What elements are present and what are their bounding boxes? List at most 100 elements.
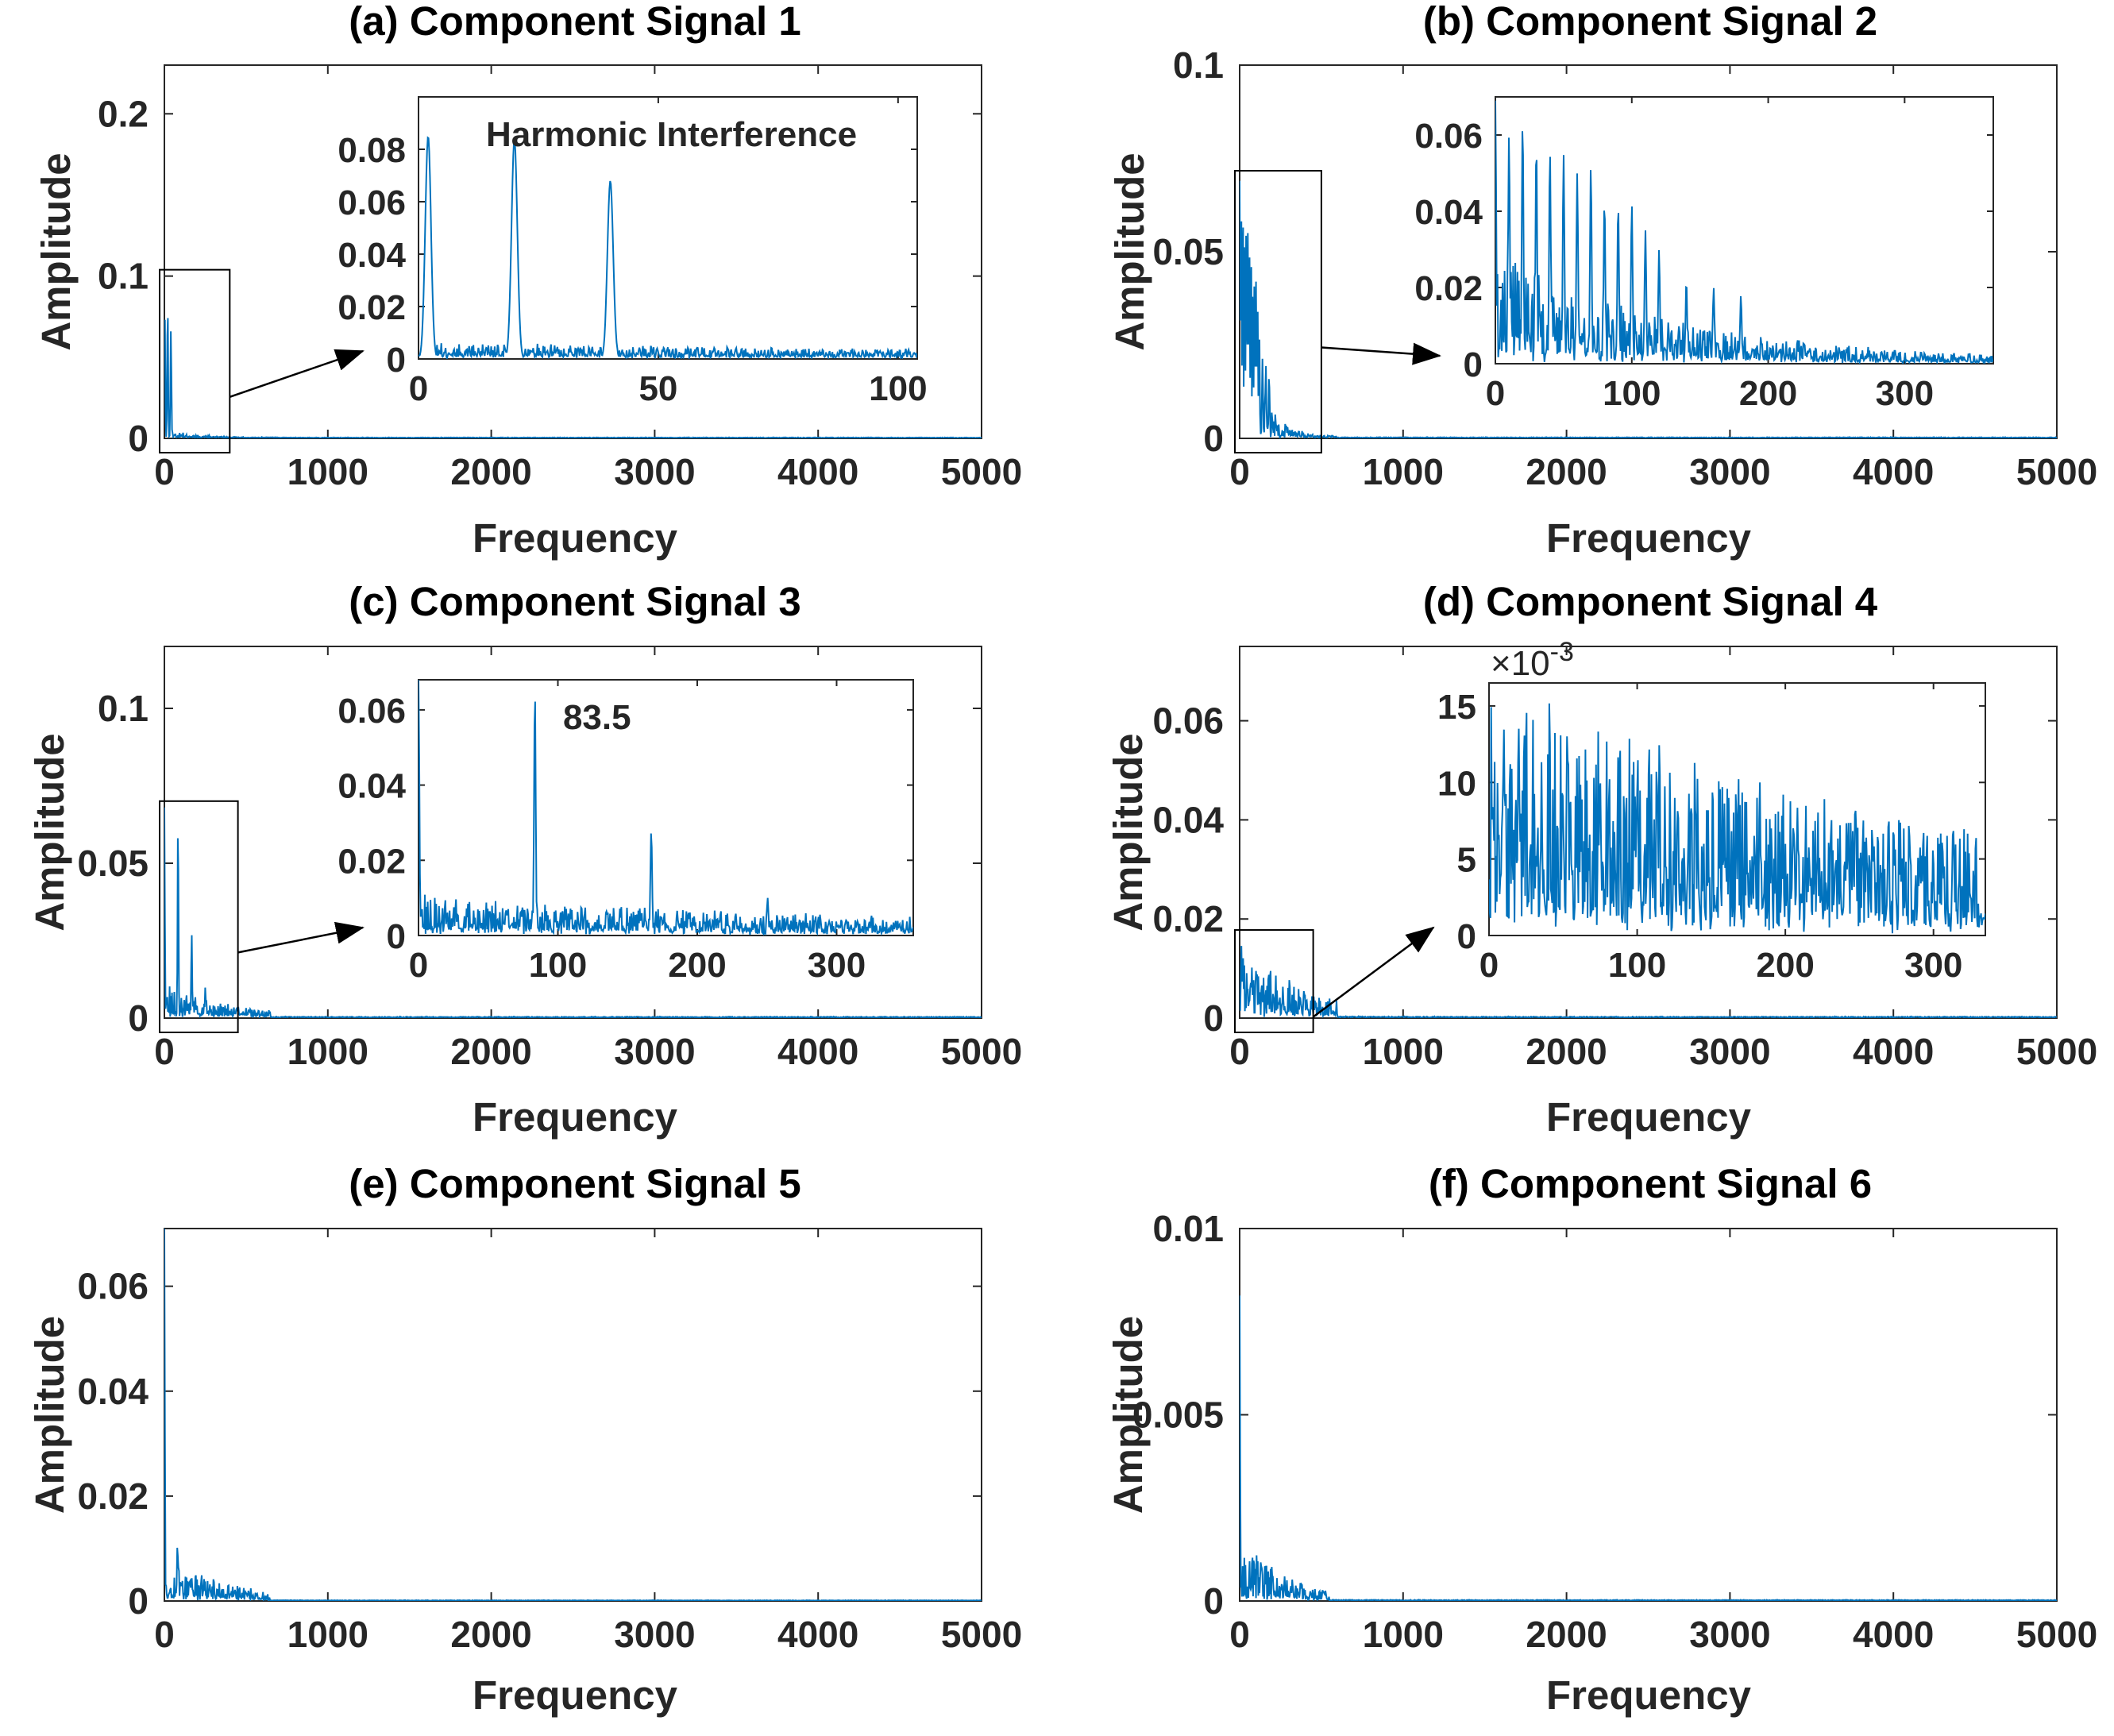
zoom-arrow — [1321, 342, 1441, 365]
x-tick-label: 0 — [154, 1031, 175, 1072]
x-tick-label: 4000 — [1853, 1614, 1934, 1655]
panel-title: (b) Component Signal 2 — [1423, 0, 1877, 44]
zoom-box — [159, 800, 239, 1033]
x-axis-label: Frequency — [473, 1672, 678, 1718]
y-tick-label: 15 — [1437, 688, 1476, 727]
x-tick-label: 2000 — [1526, 451, 1607, 492]
y-tick-label: 0.02 — [338, 842, 406, 881]
y-tick-label: 0 — [128, 997, 149, 1039]
y-tick-label: 0 — [1203, 997, 1224, 1039]
y-tick-label: 0.06 — [338, 183, 406, 222]
x-tick-label: 5000 — [2016, 1031, 2097, 1072]
axes-frame — [1239, 1228, 2058, 1602]
y-tick-label: 0.02 — [1152, 898, 1224, 939]
y-tick-label: 0.06 — [77, 1266, 149, 1307]
x-tick-label: 4000 — [777, 1031, 858, 1072]
inset-exponent-power: -3 — [1550, 637, 1574, 667]
zoom-arrow — [229, 349, 365, 399]
y-axis-label: Amplitude — [27, 1316, 72, 1514]
x-axis-label: Frequency — [1546, 515, 1752, 561]
x-tick-label: 200 — [1739, 374, 1797, 413]
spectrum-line — [1240, 1295, 2057, 1601]
spectrum-line — [1240, 946, 2057, 1018]
panel-title: (e) Component Signal 5 — [349, 1161, 801, 1206]
x-tick-label: 5000 — [941, 1031, 1022, 1072]
spectrum-line — [164, 807, 982, 1018]
y-tick-label: 0.04 — [1414, 193, 1483, 232]
x-tick-label: 0 — [1229, 451, 1250, 492]
y-axis-label: Amplitude — [33, 152, 79, 350]
x-tick-label: 50 — [638, 369, 677, 408]
inset-frame — [1495, 96, 1994, 365]
y-tick-label: 0.04 — [77, 1371, 149, 1412]
inset-frame — [418, 679, 914, 936]
zoom-arrow — [1312, 926, 1435, 1018]
panel-title: (d) Component Signal 4 — [1423, 579, 1878, 624]
spectrum-line — [1240, 180, 2057, 438]
x-tick-label: 2000 — [1526, 1031, 1607, 1072]
x-tick-label: 200 — [668, 946, 726, 985]
x-axis-label: Frequency — [1546, 1672, 1752, 1718]
x-tick-label: 100 — [529, 946, 587, 985]
x-axis-label: Frequency — [473, 1094, 678, 1140]
y-tick-label: 10 — [1437, 764, 1476, 803]
x-tick-label: 2000 — [450, 1031, 531, 1072]
y-tick-label: 0.05 — [1152, 231, 1224, 272]
inset-annotation: Harmonic Interference — [486, 115, 857, 154]
y-axis-label: Amplitude — [1105, 733, 1151, 931]
x-tick-label: 0 — [1479, 946, 1499, 985]
x-tick-label: 4000 — [1853, 1031, 1934, 1072]
x-tick-label: 0 — [409, 369, 428, 408]
x-tick-label: 300 — [1904, 946, 1962, 985]
x-tick-label: 5000 — [2016, 1614, 2097, 1655]
panel-f: 0 1000 2000 3000 4000 5000 0 0.005 0.01 (f) Compo… — [1105, 1161, 2097, 1718]
y-tick-label: 0.06 — [1414, 117, 1483, 156]
y-tick-label: 0.05 — [77, 843, 149, 884]
x-tick-label: 0 — [1486, 374, 1505, 413]
y-tick-label: 0 — [128, 418, 149, 459]
x-tick-label: 1000 — [287, 1031, 368, 1072]
inset-frame — [418, 96, 918, 360]
x-tick-label: 300 — [1876, 374, 1934, 413]
y-tick-label: 0.04 — [338, 767, 406, 806]
x-tick-label: 3000 — [614, 1614, 695, 1655]
zoom-box — [1234, 929, 1314, 1034]
x-tick-label: 5000 — [2016, 451, 2097, 492]
x-tick-label: 5000 — [941, 1614, 1022, 1655]
x-tick-label: 2000 — [450, 451, 531, 492]
y-tick-label: 0 — [1457, 917, 1476, 956]
y-tick-label: 0 — [1464, 345, 1483, 384]
x-tick-label: 0 — [1229, 1614, 1250, 1655]
panel-e: 0 1000 2000 3000 4000 5000 0 0.02 0.04 0.06 (e) Co… — [27, 1161, 1022, 1718]
x-tick-label: 3000 — [1689, 1614, 1770, 1655]
x-tick-label: 100 — [1608, 946, 1666, 985]
x-tick-label: 1000 — [287, 451, 368, 492]
y-tick-label: 0.005 — [1132, 1395, 1224, 1436]
y-tick-label: 5 — [1457, 841, 1476, 880]
axes-frame — [164, 1228, 982, 1602]
y-tick-label: 0.02 — [77, 1476, 149, 1517]
inset-spectrum-line — [1495, 100, 1993, 364]
x-tick-label: 3000 — [614, 1031, 695, 1072]
y-tick-label: 0.1 — [98, 256, 149, 297]
zoom-arrow — [237, 921, 365, 954]
y-tick-label: 0.08 — [338, 131, 406, 170]
y-tick-label: 0.06 — [338, 692, 406, 731]
y-tick-label: 0.2 — [98, 93, 149, 134]
y-tick-label: 0 — [387, 341, 406, 380]
zoom-box — [159, 268, 231, 453]
x-tick-label: 2000 — [450, 1614, 531, 1655]
y-tick-label: 0.04 — [1152, 799, 1224, 840]
y-axis-label: Amplitude — [27, 733, 72, 931]
y-tick-label: 0 — [1203, 1580, 1224, 1622]
x-tick-label: 2000 — [1526, 1614, 1607, 1655]
y-tick-label: 0.04 — [338, 236, 406, 275]
x-tick-label: 1000 — [287, 1614, 368, 1655]
x-tick-label: 100 — [1603, 374, 1661, 413]
x-tick-label: 4000 — [1853, 451, 1934, 492]
x-tick-label: 1000 — [1363, 451, 1444, 492]
x-tick-label: 4000 — [777, 451, 858, 492]
panel-title: (c) Component Signal 3 — [349, 579, 801, 624]
